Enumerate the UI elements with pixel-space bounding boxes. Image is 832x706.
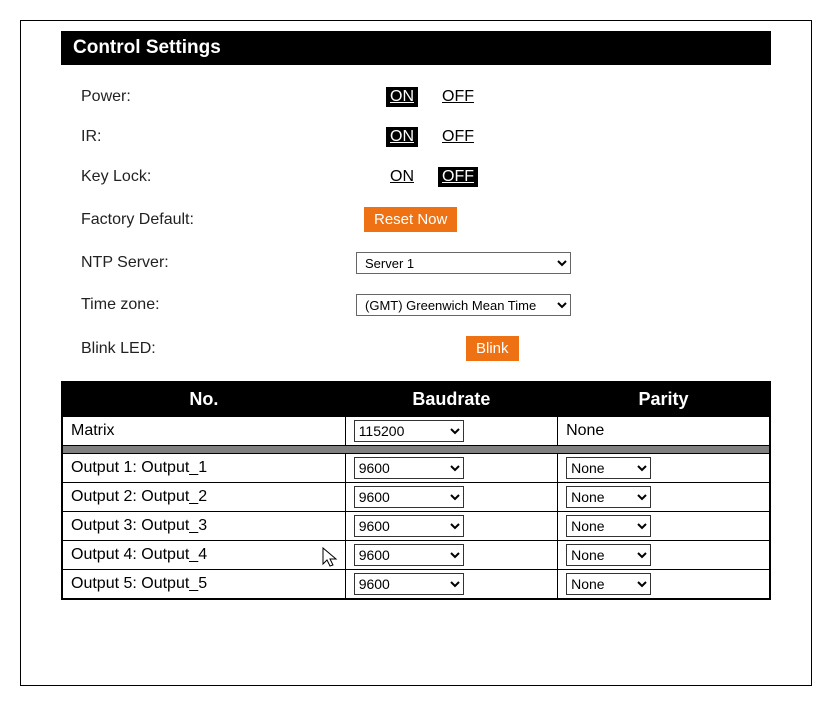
baudrate-table-wrap: No. Baudrate Parity Matrix 115200 None O… [61, 381, 771, 600]
ntp-row: NTP Server: Server 1 [81, 252, 751, 274]
col-no-header: No. [62, 382, 345, 417]
ir-row: IR: ON OFF [81, 127, 751, 147]
blink-label: Blink LED: [81, 340, 386, 358]
output-baud-select[interactable]: 9600 [354, 457, 464, 479]
col-baud-header: Baudrate [345, 382, 557, 417]
power-on-button[interactable]: ON [386, 87, 418, 107]
output-parity-select[interactable]: None [566, 544, 651, 566]
output-name-cell: Output 3: Output_3 [62, 512, 345, 541]
output-name-cell: Output 5: Output_5 [62, 570, 345, 600]
table-row: Output 3: Output_3 9600 None [62, 512, 770, 541]
ir-off-button[interactable]: OFF [438, 127, 478, 147]
keylock-off-button[interactable]: OFF [438, 167, 478, 187]
table-row: Output 2: Output_2 9600 None [62, 483, 770, 512]
power-toggle-group: ON OFF [386, 87, 478, 107]
tz-row: Time zone: (GMT) Greenwich Mean Time [81, 294, 751, 316]
matrix-baud-select[interactable]: 115200 [354, 420, 464, 442]
table-body: Matrix 115200 None Output 1: Output_1 960… [62, 417, 770, 600]
table-separator [62, 446, 770, 454]
factory-label: Factory Default: [81, 211, 386, 229]
ntp-label: NTP Server: [81, 254, 386, 272]
output-baud-select[interactable]: 9600 [354, 573, 464, 595]
keylock-label: Key Lock: [81, 168, 386, 186]
blink-button[interactable]: Blink [466, 336, 519, 361]
keylock-row: Key Lock: ON OFF [81, 167, 751, 187]
output-baud-select[interactable]: 9600 [354, 515, 464, 537]
col-parity-header: Parity [558, 382, 770, 417]
table-row: Output 1: Output_1 9600 None [62, 454, 770, 483]
matrix-parity-cell: None [558, 417, 770, 446]
ntp-server-select[interactable]: Server 1 [356, 252, 571, 274]
tz-label: Time zone: [81, 296, 386, 314]
ir-on-button[interactable]: ON [386, 127, 418, 147]
matrix-name-cell: Matrix [62, 417, 345, 446]
blink-row: Blink LED: Blink [81, 336, 751, 361]
ir-label: IR: [81, 128, 386, 146]
output-parity-select[interactable]: None [566, 515, 651, 537]
power-off-button[interactable]: OFF [438, 87, 478, 107]
baudrate-table: No. Baudrate Parity Matrix 115200 None O… [61, 381, 771, 600]
panel-title: Control Settings [61, 31, 771, 65]
reset-now-button[interactable]: Reset Now [364, 207, 457, 232]
output-baud-select[interactable]: 9600 [354, 486, 464, 508]
settings-panel: Control Settings Power: ON OFF IR: ON OF… [20, 20, 812, 686]
output-name-cell: Output 4: Output_4 [62, 541, 345, 570]
output-parity-select[interactable]: None [566, 486, 651, 508]
output-name-cell: Output 2: Output_2 [62, 483, 345, 512]
factory-row: Factory Default: Reset Now [81, 207, 751, 232]
ir-toggle-group: ON OFF [386, 127, 478, 147]
output-name-cell: Output 1: Output_1 [62, 454, 345, 483]
power-row: Power: ON OFF [81, 87, 751, 107]
table-row: Output 5: Output_5 9600 None [62, 570, 770, 600]
keylock-on-button[interactable]: ON [386, 167, 418, 187]
table-header-row: No. Baudrate Parity [62, 382, 770, 417]
settings-list: Power: ON OFF IR: ON OFF Key Lock: ON OF… [61, 87, 771, 361]
output-parity-select[interactable]: None [566, 573, 651, 595]
timezone-select[interactable]: (GMT) Greenwich Mean Time [356, 294, 571, 316]
output-parity-select[interactable]: None [566, 457, 651, 479]
power-label: Power: [81, 88, 386, 106]
table-row: Output 4: Output_4 9600 None [62, 541, 770, 570]
matrix-row: Matrix 115200 None [62, 417, 770, 446]
keylock-toggle-group: ON OFF [386, 167, 478, 187]
output-baud-select[interactable]: 9600 [354, 544, 464, 566]
